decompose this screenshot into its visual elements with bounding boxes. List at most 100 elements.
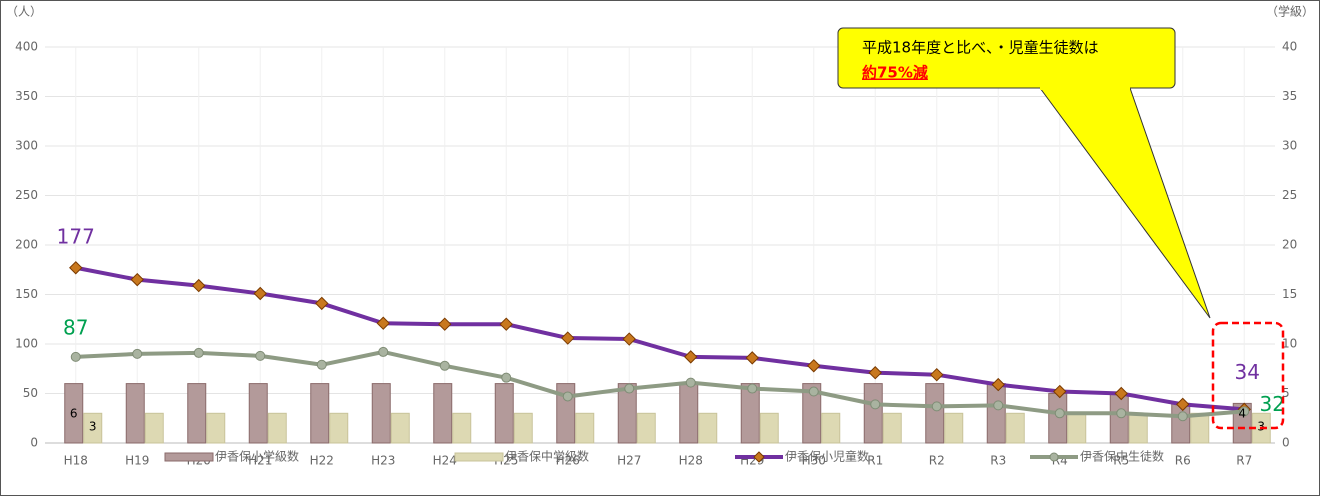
x-tick-label: R7 (1236, 454, 1252, 468)
marker (868, 366, 882, 380)
y-tick-label: 300 (15, 139, 38, 153)
data-label: 3 (89, 420, 97, 434)
x-tick-label: H19 (125, 454, 149, 468)
x-tick-label: H26 (556, 454, 580, 468)
y-axis-label: （人） (6, 5, 42, 19)
bar (513, 412, 533, 444)
marker (1053, 384, 1067, 399)
bar (821, 412, 841, 444)
y2-tick-label: 20 (1282, 238, 1297, 252)
marker (561, 331, 575, 345)
legend-marker (1049, 452, 1059, 462)
bar (617, 383, 637, 444)
bar (863, 383, 883, 444)
annotation-highlight: 約75%減 (862, 64, 928, 82)
y-tick-label: 400 (15, 40, 38, 54)
x-tick-label: H27 (617, 454, 641, 468)
marker (1176, 397, 1190, 412)
y2-axis-label: （学級） (1266, 4, 1314, 19)
x-tick-label: H18 (64, 454, 88, 468)
bar (575, 412, 595, 444)
marker (807, 359, 821, 373)
x-tick-label: R3 (990, 454, 1006, 468)
bar (986, 383, 1006, 444)
y-tick-label: 250 (15, 188, 38, 202)
x-tick-label: H21 (248, 454, 272, 468)
data-label: 87 (63, 315, 88, 339)
bar (698, 412, 718, 444)
marker (562, 391, 573, 402)
bar (1190, 412, 1210, 444)
data-label: 4 (1238, 407, 1246, 421)
bar (125, 383, 145, 444)
y2-tick-label: 40 (1282, 40, 1297, 54)
x-tick-label: H22 (310, 454, 334, 468)
data-label: 32 (1260, 392, 1285, 416)
bar (206, 412, 226, 444)
marker (255, 350, 266, 361)
marker (745, 351, 759, 365)
marker (316, 359, 327, 370)
legend-marker (753, 451, 765, 463)
line (75, 349, 1245, 419)
line (75, 265, 1245, 412)
marker (376, 316, 390, 330)
bar (329, 412, 349, 444)
marker (193, 347, 204, 358)
marker (499, 317, 513, 331)
bar (310, 383, 330, 444)
marker (1054, 408, 1065, 419)
marker (70, 351, 81, 362)
bar (925, 383, 945, 444)
bar (740, 383, 760, 444)
marker (192, 278, 206, 293)
marker (132, 348, 143, 359)
marker (438, 317, 452, 331)
marker (1114, 386, 1128, 401)
legend-label: 伊香保小児童数 (785, 449, 869, 464)
data-label: 177 (57, 224, 95, 248)
bar (1171, 402, 1191, 444)
marker (1239, 406, 1250, 417)
bar (1067, 412, 1087, 444)
legend-swatch (454, 452, 504, 462)
legend-swatch (164, 452, 214, 462)
y2-tick-label: 10 (1282, 337, 1297, 351)
x-tick-label: H30 (802, 454, 826, 468)
y-tick-label: 350 (15, 89, 38, 103)
marker (993, 400, 1004, 411)
legend-label: 伊香保小学級数 (215, 449, 299, 464)
bar (390, 412, 410, 444)
bar (1005, 412, 1025, 444)
marker (684, 350, 698, 364)
y2-tick-label: 35 (1282, 89, 1297, 103)
data-label: 6 (70, 407, 78, 421)
bar (187, 383, 207, 444)
y-tick-label: 200 (15, 238, 38, 252)
y2-tick-label: 5 (1282, 386, 1290, 400)
highlight-box (1211, 321, 1285, 430)
marker (1177, 411, 1188, 422)
marker (130, 272, 144, 287)
legend-label: 伊香保中学級数 (505, 449, 589, 464)
bar (944, 412, 964, 444)
x-tick-label: R2 (929, 454, 945, 468)
bar (144, 412, 164, 444)
marker (378, 346, 389, 357)
marker (931, 401, 942, 412)
x-tick-label: R5 (1113, 454, 1129, 468)
x-tick-label: H24 (433, 454, 457, 468)
y-tick-label: 0 (30, 436, 38, 450)
callout-joint (1040, 86, 1130, 90)
y2-tick-label: 15 (1282, 287, 1297, 301)
bar (64, 383, 84, 444)
data-label: 3 (1257, 420, 1265, 434)
bar (636, 412, 656, 444)
y-tick-label: 50 (23, 386, 38, 400)
marker (991, 377, 1005, 392)
marker (685, 377, 696, 388)
plot: 0 50 100 150 200 250 300 350 400 0 5 10 15 20 25 30 35 40… (15, 40, 1297, 468)
y-tick-label: 100 (15, 337, 38, 351)
bar (248, 383, 268, 444)
bar (267, 412, 287, 444)
